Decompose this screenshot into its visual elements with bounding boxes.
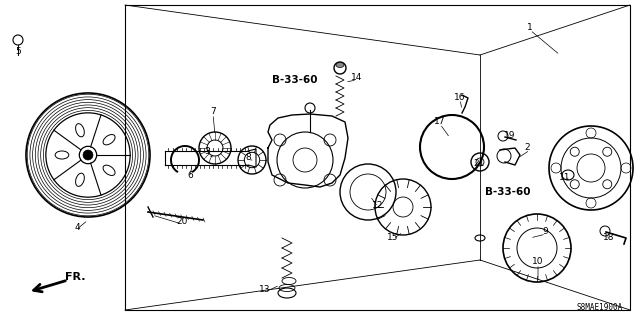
Text: 21: 21 <box>474 159 484 167</box>
Text: 13: 13 <box>259 286 271 294</box>
Text: 8: 8 <box>245 152 251 161</box>
Text: 9: 9 <box>542 227 548 236</box>
Text: 20: 20 <box>176 218 188 226</box>
Text: 14: 14 <box>351 73 363 83</box>
Text: 19: 19 <box>504 130 516 139</box>
Text: 17: 17 <box>435 117 445 127</box>
Text: 4: 4 <box>74 224 80 233</box>
Text: 6: 6 <box>187 170 193 180</box>
Text: 5: 5 <box>15 48 21 56</box>
Text: 16: 16 <box>454 93 466 101</box>
Text: 10: 10 <box>532 257 544 266</box>
Text: B-33-60: B-33-60 <box>485 187 531 197</box>
Text: 18: 18 <box>604 234 615 242</box>
Text: 15: 15 <box>387 233 399 241</box>
Text: 7: 7 <box>210 108 216 116</box>
Bar <box>125 5 630 310</box>
Text: 3: 3 <box>204 147 210 157</box>
Text: 1: 1 <box>527 24 533 33</box>
Text: 11: 11 <box>559 174 571 182</box>
Text: B-33-60: B-33-60 <box>272 75 317 85</box>
Text: S8MAE1900A: S8MAE1900A <box>577 303 623 312</box>
Text: 12: 12 <box>372 201 384 210</box>
Circle shape <box>83 150 93 160</box>
Text: 2: 2 <box>524 144 530 152</box>
Text: FR.: FR. <box>65 272 86 282</box>
Ellipse shape <box>336 63 344 68</box>
